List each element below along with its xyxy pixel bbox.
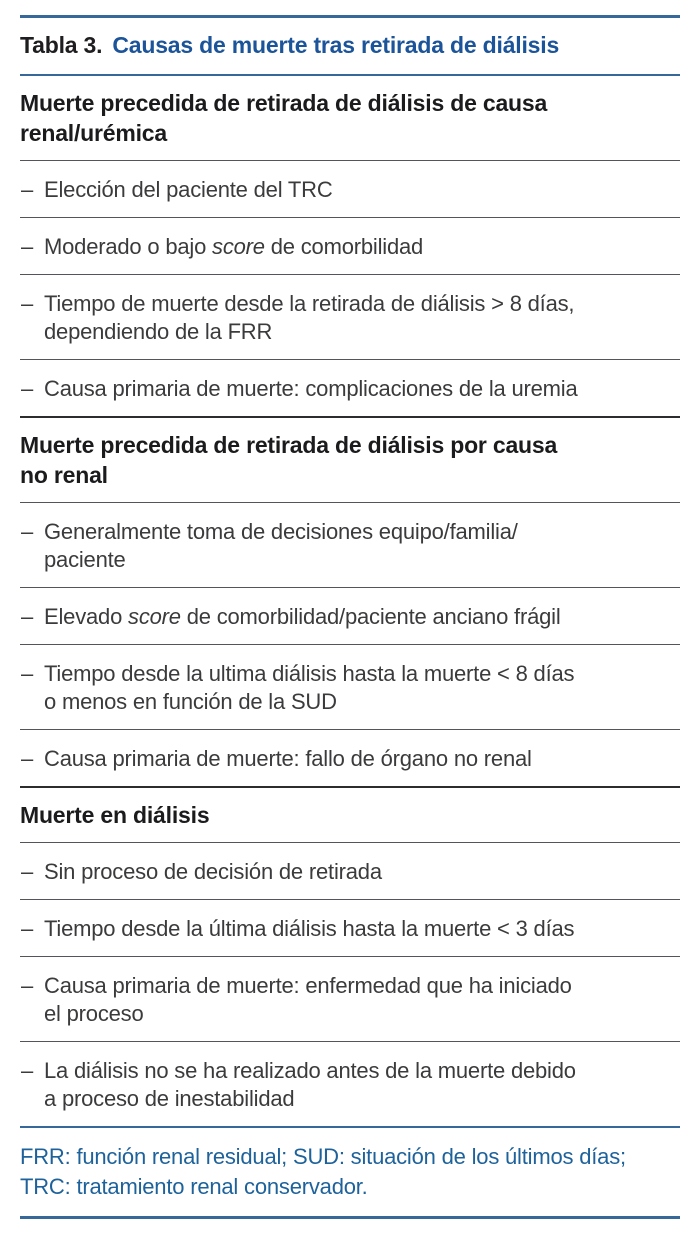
item-text: Causa primaria de muerte: enfermedad que…: [44, 973, 572, 998]
section-header-line: Muerte precedida de retirada de diálisis…: [20, 432, 558, 458]
item-dash: –: [21, 177, 34, 202]
item-dash: –: [21, 376, 34, 401]
item-dash: –: [21, 661, 34, 686]
item-text: Causa primaria de muerte: complicaciones…: [44, 376, 578, 401]
list-item: – Tiempo desde la última diálisis hasta l…: [20, 900, 680, 956]
item-dash: –: [21, 519, 34, 544]
footnote: FRR: función renal residual; SUD: situac…: [20, 1128, 680, 1216]
top-rule: [20, 15, 680, 18]
item-separator: [20, 899, 680, 900]
item-text: Moderado o bajo: [44, 234, 213, 259]
section-header-line: Muerte en diálisis: [20, 802, 210, 828]
table-caption: Tabla 3. Causas de muerte tras retirada d…: [20, 18, 680, 74]
item-text: Elección del paciente del TRC: [44, 177, 333, 202]
item-text: paciente: [44, 547, 126, 572]
item-line: Causa primaria de muerte: fallo de órgan…: [44, 745, 680, 773]
item-separator: [20, 217, 680, 218]
item-text: dependiendo de la FRR: [44, 319, 273, 344]
item-text: de comorbilidad/paciente anciano frágil: [180, 604, 561, 629]
item-dash: –: [21, 973, 34, 998]
item-text: Causa primaria de muerte: fallo de órgan…: [44, 746, 532, 771]
item-separator: [20, 274, 680, 275]
list-item: – Sin proceso de decisión de retirada: [20, 843, 680, 899]
table-title: Causas de muerte tras retirada de diális…: [112, 32, 560, 58]
list-item: – Tiempo desde la ultima diálisis hasta l…: [20, 645, 680, 729]
list-item: – Elevado score de comorbilidad/paciente …: [20, 588, 680, 644]
section-header: Muerte precedida de retirada de diálisis…: [20, 76, 680, 160]
header-separator: [20, 502, 680, 503]
item-dash: –: [21, 1058, 34, 1083]
item-separator: [20, 587, 680, 588]
item-text: el proceso: [44, 1001, 144, 1026]
item-line: a proceso de inestabilidad: [44, 1085, 680, 1113]
list-item: – Causa primaria de muerte: fallo de órga…: [20, 730, 680, 786]
section-header: Muerte en diálisis: [20, 788, 680, 842]
item-line: La diálisis no se ha realizado antes de …: [44, 1057, 680, 1085]
table-label: Tabla 3.: [20, 32, 103, 58]
item-dash: –: [21, 916, 34, 941]
item-text: Tiempo desde la última diálisis hasta la…: [44, 916, 575, 941]
list-item: – La diálisis no se ha realizado antes de…: [20, 1042, 680, 1126]
list-item: – Generalmente toma de decisiones equipo/…: [20, 503, 680, 587]
item-line: Tiempo de muerte desde la retirada de di…: [44, 290, 680, 318]
item-separator: [20, 956, 680, 957]
item-text: Tiempo desde la ultima diálisis hasta la…: [44, 661, 575, 686]
section-header-line: Muerte precedida de retirada de diálisis…: [20, 90, 548, 116]
item-line: dependiendo de la FRR: [44, 318, 680, 346]
section-header-line: no renal: [20, 462, 108, 488]
section-header: Muerte precedida de retirada de diálisis…: [20, 418, 680, 502]
footnote-top-rule: [20, 1126, 680, 1128]
item-text: score: [212, 234, 265, 259]
item-dash: –: [21, 746, 34, 771]
item-line: Elevado score de comorbilidad/paciente a…: [44, 603, 680, 631]
item-line: Generalmente toma de decisiones equipo/f…: [44, 518, 680, 546]
item-line: paciente: [44, 546, 680, 574]
item-line: Elección del paciente del TRC: [44, 176, 680, 204]
header-separator: [20, 160, 680, 161]
item-line: Tiempo desde la última diálisis hasta la…: [44, 915, 680, 943]
item-dash: –: [21, 291, 34, 316]
item-text: Generalmente toma de decisiones equipo/f…: [44, 519, 518, 544]
item-separator: [20, 1041, 680, 1042]
item-text: Elevado: [44, 604, 129, 629]
list-item: – Moderado o bajo score de comorbilidad: [20, 218, 680, 274]
item-text: a proceso de inestabilidad: [44, 1086, 295, 1111]
item-line: Tiempo desde la ultima diálisis hasta la…: [44, 660, 680, 688]
item-dash: –: [21, 604, 34, 629]
item-line: Causa primaria de muerte: enfermedad que…: [44, 972, 680, 1000]
item-text: score: [128, 604, 181, 629]
caption-rule: [20, 74, 680, 76]
list-item: – Tiempo de muerte desde la retirada de d…: [20, 275, 680, 359]
item-line: Causa primaria de muerte: complicaciones…: [44, 375, 680, 403]
item-dash: –: [21, 859, 34, 884]
item-text: o menos en función de la SUD: [44, 689, 337, 714]
footnote-line: FRR: función renal residual; SUD: situac…: [20, 1144, 626, 1169]
item-line: o menos en función de la SUD: [44, 688, 680, 716]
item-separator: [20, 359, 680, 360]
list-item: – Causa primaria de muerte: enfermedad qu…: [20, 957, 680, 1041]
item-text: La diálisis no se ha realizado antes de …: [44, 1058, 576, 1083]
item-line: el proceso: [44, 1000, 680, 1028]
item-dash: –: [21, 234, 34, 259]
header-separator: [20, 842, 680, 843]
section-header-line: renal/urémica: [20, 120, 167, 146]
section-separator: [20, 416, 680, 418]
sections: Muerte precedida de retirada de diálisis…: [20, 76, 680, 1126]
item-text: de comorbilidad: [264, 234, 424, 259]
item-text: Tiempo de muerte desde la retirada de di…: [44, 291, 575, 316]
bottom-rule: [20, 1216, 680, 1219]
item-text: Sin proceso de decisión de retirada: [44, 859, 382, 884]
item-line: Moderado o bajo score de comorbilidad: [44, 233, 680, 261]
item-separator: [20, 729, 680, 730]
item-line: Sin proceso de decisión de retirada: [44, 858, 680, 886]
list-item: – Elección del paciente del TRC: [20, 161, 680, 217]
list-item: – Causa primaria de muerte: complicacione…: [20, 360, 680, 416]
item-separator: [20, 644, 680, 645]
section-separator: [20, 786, 680, 788]
footnote-line: TRC: tratamiento renal conservador.: [20, 1174, 368, 1199]
